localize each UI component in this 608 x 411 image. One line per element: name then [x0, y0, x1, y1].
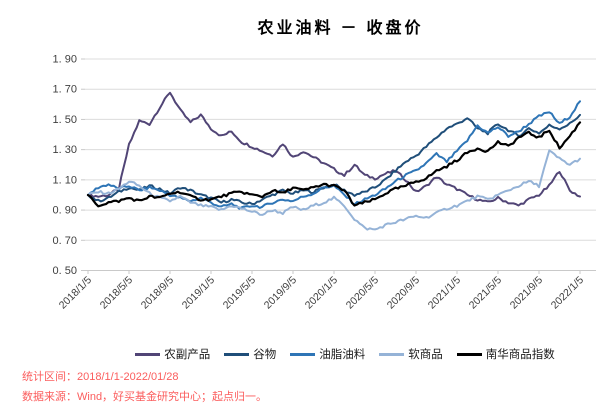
- y-tick-label: 1. 70: [53, 84, 77, 96]
- x-tick-label: 2020/9/5: [385, 274, 422, 311]
- legend-swatch: [224, 352, 250, 356]
- y-tick-label: 0. 70: [53, 235, 77, 247]
- legend-label: 油脂油料: [319, 349, 366, 361]
- x-tick-label: 2020/1/5: [303, 274, 340, 311]
- y-tick-label: 1. 90: [53, 54, 77, 66]
- legend-label: 南华商品指数: [485, 349, 555, 361]
- legend-item-3: 软商品: [379, 346, 443, 362]
- y-tick-label: 1. 30: [53, 144, 77, 156]
- x-tick-label: 2019/5/5: [221, 274, 258, 311]
- x-tick-label: 2019/1/5: [180, 274, 217, 311]
- x-tick-label: 2021/9/5: [508, 274, 545, 311]
- x-tick-label: 2018/1/5: [57, 274, 94, 311]
- legend-item-0: 农副产品: [135, 346, 210, 362]
- legend-swatch: [290, 352, 316, 356]
- x-tick-label: 2018/5/5: [98, 274, 135, 311]
- series-line-0: [87, 91, 581, 207]
- series-line-4: [86, 121, 582, 208]
- chart-legend: 农副产品 谷物 油脂油料 软商品 南华商品指数: [95, 346, 595, 362]
- legend-swatch: [379, 352, 405, 356]
- y-tick-label: 0. 90: [53, 205, 77, 217]
- series-line-2: [87, 100, 581, 210]
- legend-item-2: 油脂油料: [290, 346, 365, 362]
- legend-label: 农副产品: [164, 349, 211, 361]
- legend-item-4: 南华商品指数: [456, 346, 555, 362]
- y-tick-label: 1. 50: [53, 114, 77, 126]
- y-tick-label: 1. 10: [53, 174, 77, 186]
- legend-label: 软商品: [408, 349, 443, 361]
- legend-swatch: [135, 352, 161, 356]
- legend-item-1: 谷物: [224, 346, 276, 362]
- chart-footer: 统计区间：2018/1/1-2022/01/28 数据来源：Wind，好买基金研…: [22, 367, 267, 407]
- data-source-text: 数据来源：Wind，好买基金研究中心；起点归一。: [22, 391, 268, 403]
- stats-period-text: 统计区间：2018/1/1-2022/01/28: [22, 371, 179, 383]
- x-tick-label: 2019/9/5: [262, 274, 299, 311]
- x-tick-label: 2021/5/5: [467, 274, 504, 311]
- series-line-3: [87, 149, 581, 231]
- x-tick-label: 2022/1/5: [549, 274, 586, 311]
- chart-title: 农业油料 － 收盘价: [257, 20, 424, 37]
- x-tick-label: 2018/9/5: [139, 274, 176, 311]
- legend-swatch: [456, 352, 482, 356]
- x-tick-label: 2020/5/5: [344, 274, 381, 311]
- x-tick-label: 2021/1/5: [426, 274, 463, 311]
- y-tick-label: 0. 50: [53, 265, 77, 277]
- legend-label: 谷物: [253, 349, 277, 361]
